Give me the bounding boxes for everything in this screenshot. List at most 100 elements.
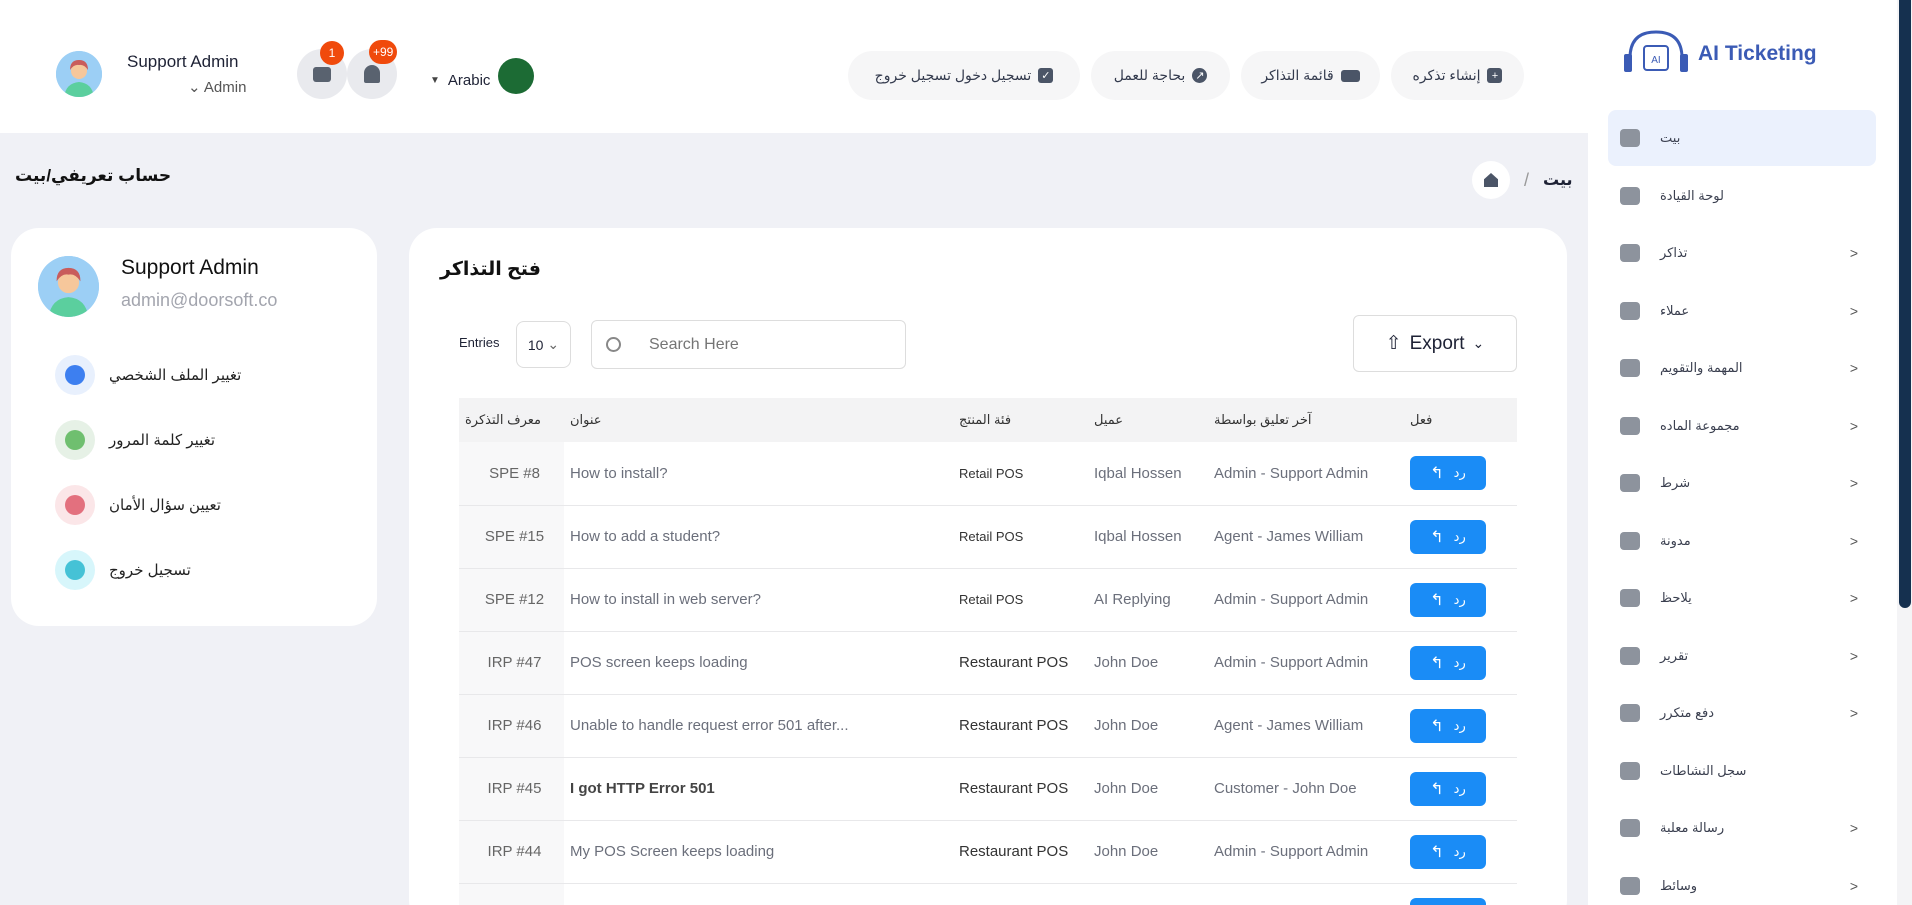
table-row[interactable]: IRP #46 Unable to handle request error 5… <box>459 694 1517 758</box>
needs-action-button[interactable]: بحاجة للعمل ↗ <box>1091 51 1230 100</box>
ticket-title[interactable]: How to install in web server? <box>564 568 953 632</box>
table-row[interactable]: IRP #47 POS screen keeps loading Restaur… <box>459 631 1517 695</box>
ticket-title[interactable]: How to install? <box>564 442 953 506</box>
last-comment-by: Agent - James William <box>1208 505 1404 569</box>
column-header[interactable]: عميل <box>1088 398 1208 442</box>
ticket-title[interactable]: My POS Screen keeps loading <box>564 820 953 884</box>
reply-button[interactable]: ↰رد <box>1410 771 1486 806</box>
customer: Iqbal Hossen <box>1088 442 1208 506</box>
svg-text:AI: AI <box>1651 55 1660 66</box>
sidebar-item-label: تذاكر <box>1660 245 1688 260</box>
ticket-title[interactable] <box>564 883 953 905</box>
breadcrumb-separator: / <box>1524 169 1530 190</box>
card-title: فتح التذاكر <box>440 259 541 280</box>
profile-avatar <box>38 256 99 317</box>
reply-label: رد <box>1453 654 1466 670</box>
entries-select[interactable]: 10 ⌄ <box>516 321 571 368</box>
sidebar-item[interactable]: سجل النشاطات <box>1608 743 1876 799</box>
table-row[interactable]: ↰رد <box>459 883 1517 905</box>
ticket-title[interactable]: How to add a student? <box>564 505 953 569</box>
customer: AI Replying <box>1088 568 1208 632</box>
entries-label: Entries <box>459 335 500 350</box>
clock-in-out-button[interactable]: تسجيل دخول تسجيل خروج ✓ <box>848 51 1080 100</box>
reply-button[interactable]: ↰رد <box>1410 645 1486 680</box>
ticket-icon <box>1620 244 1640 262</box>
sidebar-item[interactable]: دفع متكرر > <box>1608 685 1876 741</box>
column-header[interactable]: فئة المنتج <box>953 398 1088 442</box>
chevron-right-icon: > <box>1849 820 1858 836</box>
column-header[interactable]: آخر تعليق بواسطة <box>1208 398 1404 442</box>
action-cell: ↰رد <box>1404 883 1517 905</box>
search-icon <box>606 337 621 352</box>
reply-label: رد <box>1453 717 1466 733</box>
sidebar-item[interactable]: رسالة معلبة > <box>1608 800 1876 856</box>
brand-logo[interactable]: AI AI Ticketing <box>1620 28 1817 80</box>
user-role-dropdown[interactable]: ⌄ Admin <box>188 78 246 96</box>
reply-button[interactable]: ↰رد <box>1410 582 1486 617</box>
profile-menu-item[interactable]: تسجيل خروج <box>55 550 191 590</box>
reply-button[interactable]: ↰رد <box>1410 519 1486 554</box>
reply-button[interactable]: ↰رد <box>1410 897 1486 905</box>
reply-button[interactable]: ↰رد <box>1410 456 1486 491</box>
sidebar-item[interactable]: المهمة والتقويم > <box>1608 340 1876 396</box>
table-header: معرف التذكرة عنوان فئة المنتج عميل آخر تعليق… <box>459 398 1517 442</box>
avatar[interactable] <box>56 51 102 97</box>
caret-down-icon: ▼ <box>430 74 440 86</box>
page-title: حساب تعريفي/بيت <box>15 166 172 185</box>
action-cell: ↰رد <box>1404 442 1517 506</box>
notification-button[interactable] <box>347 49 397 99</box>
ticket-id: SPE #8 <box>459 442 564 506</box>
sidebar-item[interactable]: يلاحظ > <box>1608 570 1876 626</box>
search-box[interactable] <box>591 320 906 369</box>
home-icon[interactable] <box>1472 161 1510 199</box>
logout-icon <box>55 550 95 590</box>
sidebar-item[interactable]: تقرير > <box>1608 628 1876 684</box>
sidebar-item[interactable]: مجموعة الماده > <box>1608 398 1876 454</box>
sidebar-item[interactable]: لوحة القيادة <box>1608 168 1876 224</box>
table-row[interactable]: SPE #15 How to add a student? Retail POS… <box>459 505 1517 569</box>
column-header[interactable]: معرف التذكرة <box>459 398 564 442</box>
sidebar-item[interactable]: وسائط > <box>1608 858 1876 905</box>
sidebar-item[interactable]: مدونة > <box>1608 513 1876 569</box>
ticket-title[interactable]: Unable to handle request error 501 after… <box>564 694 953 758</box>
profile-menu-item[interactable]: تغيير الملف الشخصي <box>55 355 241 395</box>
dashboard-icon <box>1620 186 1640 205</box>
sidebar-item[interactable]: شرط > <box>1608 455 1876 511</box>
brand-name: AI Ticketing <box>1698 42 1817 65</box>
user-icon <box>55 355 95 395</box>
table-row[interactable]: IRP #44 My POS Screen keeps loading Rest… <box>459 820 1517 884</box>
table-row[interactable]: SPE #12 How to install in web server? Re… <box>459 568 1517 632</box>
product-category: Retail POS <box>953 505 1088 569</box>
chevron-down-icon: ⌄ <box>188 79 204 96</box>
scrollbar-thumb[interactable] <box>1899 0 1911 608</box>
action-cell: ↰رد <box>1404 694 1517 758</box>
product-category: Retail POS <box>953 442 1088 506</box>
ticket-list-button[interactable]: قائمة التذاكر <box>1241 51 1380 100</box>
profile-menu-item[interactable]: تعيين سؤال الأمان <box>55 485 221 525</box>
search-input[interactable] <box>649 335 889 354</box>
product-category: Restaurant POS <box>953 757 1088 821</box>
table-row[interactable]: IRP #45 I got HTTP Error 501 Restaurant … <box>459 757 1517 821</box>
last-comment-by <box>1208 883 1404 905</box>
sidebar-item[interactable]: بيت <box>1608 110 1876 166</box>
sidebar-item[interactable]: تذاكر > <box>1608 225 1876 281</box>
profile-menu-item[interactable]: تغيير كلمة المرور <box>55 420 215 460</box>
breadcrumb-home[interactable]: بيت <box>1543 172 1573 189</box>
create-ticket-button[interactable]: إنشاء تذكره + <box>1391 51 1524 100</box>
export-button[interactable]: ⇧ Export ⌄ <box>1353 315 1517 372</box>
language-selector[interactable]: ▼ Arabic <box>430 58 535 94</box>
column-header[interactable]: فعل <box>1404 398 1517 442</box>
table-row[interactable]: SPE #8 How to install? Retail POS Iqbal … <box>459 442 1517 506</box>
reply-button[interactable]: ↰رد <box>1410 834 1486 869</box>
profile-menu-label: تغيير الملف الشخصي <box>109 367 242 384</box>
reply-button[interactable]: ↰رد <box>1410 708 1486 743</box>
user-name[interactable]: Support Admin <box>127 52 239 71</box>
ticket-title[interactable]: I got HTTP Error 501 <box>564 757 953 821</box>
customer <box>1088 883 1208 905</box>
ticket-title[interactable]: POS screen keeps loading <box>564 631 953 695</box>
media-icon <box>1620 876 1640 895</box>
reply-label: رد <box>1453 780 1466 796</box>
column-header[interactable]: عنوان <box>564 398 953 442</box>
sidebar-item[interactable]: عملاء > <box>1608 283 1876 339</box>
plus-icon: + <box>1487 68 1503 83</box>
